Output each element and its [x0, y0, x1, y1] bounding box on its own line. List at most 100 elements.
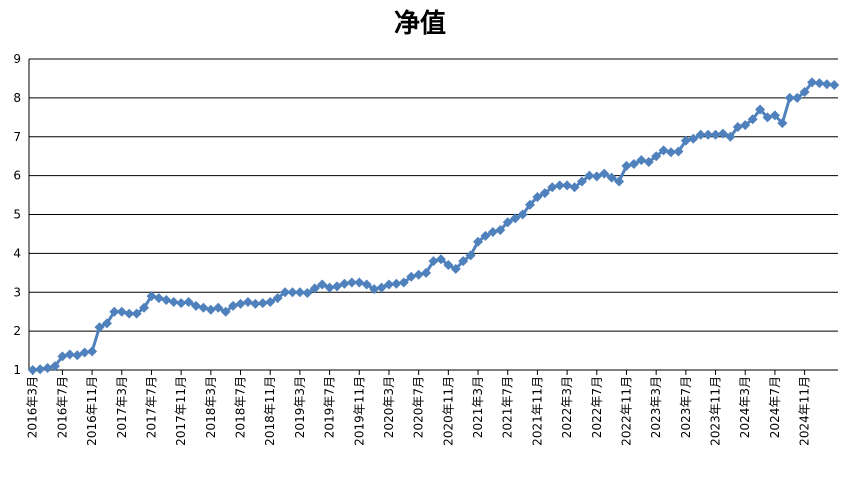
marker: [576, 176, 587, 187]
marker: [413, 269, 424, 280]
x-tick-label: 2019年3月: [293, 376, 307, 438]
marker: [280, 287, 291, 298]
y-tick-label: 6: [13, 169, 21, 183]
y-tick-label: 7: [13, 130, 21, 144]
marker: [161, 295, 172, 306]
marker: [109, 306, 120, 317]
marker: [621, 160, 632, 171]
marker: [532, 192, 543, 203]
x-tick-label: 2018年11月: [263, 376, 277, 446]
marker: [250, 298, 261, 309]
marker: [443, 260, 454, 271]
marker: [369, 284, 380, 295]
marker: [101, 318, 112, 329]
y-tick-label: 1: [13, 363, 21, 377]
marker: [651, 151, 662, 162]
marker: [42, 363, 53, 374]
marker: [146, 291, 157, 302]
marker: [829, 80, 840, 91]
marker: [510, 213, 521, 224]
marker: [591, 171, 602, 182]
line: [32, 80, 835, 372]
x-tick-label: 2021年11月: [530, 376, 544, 446]
marker: [554, 180, 565, 191]
marker: [421, 267, 432, 278]
chart-title: 净值: [394, 9, 446, 39]
marker: [717, 128, 728, 139]
marker: [658, 145, 669, 156]
marker: [792, 92, 803, 103]
marker: [673, 146, 684, 157]
marker: [27, 365, 38, 375]
marker: [435, 254, 446, 265]
x-tick-label: 2018年7月: [234, 376, 248, 438]
marker: [428, 256, 439, 267]
marker: [35, 364, 46, 375]
marker: [606, 172, 617, 183]
marker: [524, 199, 535, 210]
marker: [242, 296, 253, 307]
marker: [168, 296, 179, 307]
marker: [57, 351, 68, 362]
marker: [547, 182, 558, 193]
marker: [131, 308, 142, 319]
y-tick-label: 8: [13, 91, 21, 105]
marker: [480, 230, 491, 241]
marker: [309, 283, 320, 294]
marker: [346, 277, 357, 288]
x-tick-label: 2024年7月: [768, 376, 782, 438]
marker: [124, 308, 135, 319]
marker: [688, 133, 699, 144]
marker: [354, 277, 365, 288]
marker: [784, 92, 795, 103]
marker: [569, 182, 580, 193]
marker: [257, 298, 268, 309]
marker: [176, 298, 187, 309]
x-tick-label: 2017年11月: [174, 376, 188, 446]
marker: [450, 263, 461, 274]
y-tick-label: 2: [13, 324, 21, 338]
marker: [814, 78, 825, 89]
marker: [228, 300, 239, 311]
marker: [139, 302, 150, 313]
marker: [406, 271, 417, 282]
marker: [517, 209, 528, 220]
marker: [391, 278, 402, 289]
marker: [324, 282, 335, 293]
x-tick-label: 2024年11月: [798, 376, 812, 446]
marker: [183, 296, 194, 307]
marker: [287, 287, 298, 298]
x-tick-label: 2016年11月: [85, 376, 99, 446]
marker: [710, 129, 721, 140]
marker: [680, 135, 691, 146]
marker: [599, 168, 610, 179]
marker: [213, 302, 224, 313]
x-tick-label: 2021年3月: [471, 376, 485, 438]
marker: [821, 79, 832, 90]
marker: [473, 236, 484, 247]
marker: [807, 77, 818, 88]
x-tick-label: 2023年7月: [679, 376, 693, 438]
marker: [799, 87, 810, 98]
marker: [740, 120, 751, 131]
marker: [398, 277, 409, 288]
marker: [383, 279, 394, 290]
marker: [94, 322, 105, 333]
x-tick-label: 2022年3月: [560, 376, 574, 438]
x-tick-label: 2023年3月: [649, 376, 663, 438]
x-tick-label: 2022年11月: [619, 376, 633, 446]
marker: [643, 157, 654, 168]
x-tick-label: 2019年11月: [352, 376, 366, 446]
x-tick-label: 2022年7月: [590, 376, 604, 438]
marker: [732, 122, 743, 133]
y-tick-label: 3: [13, 285, 21, 299]
x-tick-label: 2020年7月: [412, 376, 426, 438]
x-tick-label: 2016年3月: [26, 376, 40, 438]
marker: [153, 293, 164, 304]
x-tick-label: 2020年3月: [382, 376, 396, 438]
x-tick-label: 2017年3月: [115, 376, 129, 438]
marker: [755, 104, 766, 115]
y-tick-label: 4: [13, 246, 21, 260]
marker: [190, 300, 201, 311]
